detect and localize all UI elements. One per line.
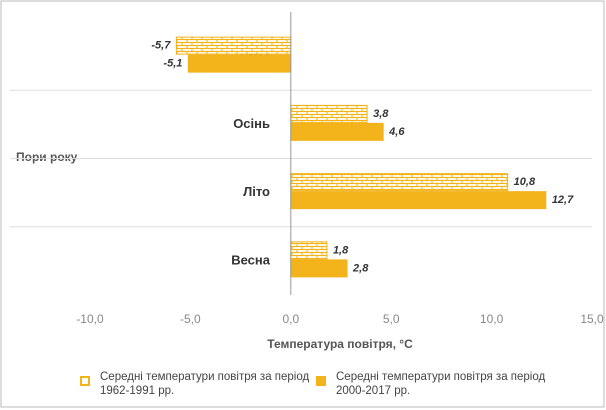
category-label: Весна	[231, 252, 271, 267]
legend-label: Середні температури повітря за період 20…	[336, 371, 546, 397]
bar	[187, 54, 292, 73]
bar	[175, 36, 292, 55]
value-label: -5,7	[151, 40, 171, 52]
value-label: 2,8	[352, 262, 369, 274]
value-label: -5,1	[163, 58, 182, 70]
y-axis-label: Пори року	[16, 150, 78, 164]
value-label: 10,8	[514, 176, 536, 188]
value-label: 3,8	[373, 108, 389, 120]
bar	[290, 241, 328, 260]
legend-swatch	[80, 376, 90, 386]
category-label: Літо	[243, 184, 270, 199]
value-label: 4,6	[388, 126, 405, 138]
bar	[290, 122, 384, 141]
bar	[290, 104, 368, 123]
x-tick-label: -10,0	[76, 312, 104, 326]
bar	[290, 191, 547, 210]
bar	[290, 259, 348, 278]
x-axis-label: Температура повітря, °С	[267, 337, 413, 351]
x-tick-label: 5,0	[383, 312, 400, 326]
x-tick-label: 0,0	[282, 312, 299, 326]
bar	[290, 173, 509, 192]
x-tick-label: 10,0	[480, 312, 504, 326]
x-tick-label: 15,0	[580, 312, 604, 326]
value-label: 1,8	[333, 244, 349, 256]
category-label: Осінь	[233, 116, 270, 131]
value-label: 12,7	[552, 194, 574, 206]
legend-swatch	[316, 376, 326, 386]
x-tick-label: -5,0	[180, 312, 201, 326]
legend-label: Середні температури повітря за період 19…	[100, 371, 310, 397]
